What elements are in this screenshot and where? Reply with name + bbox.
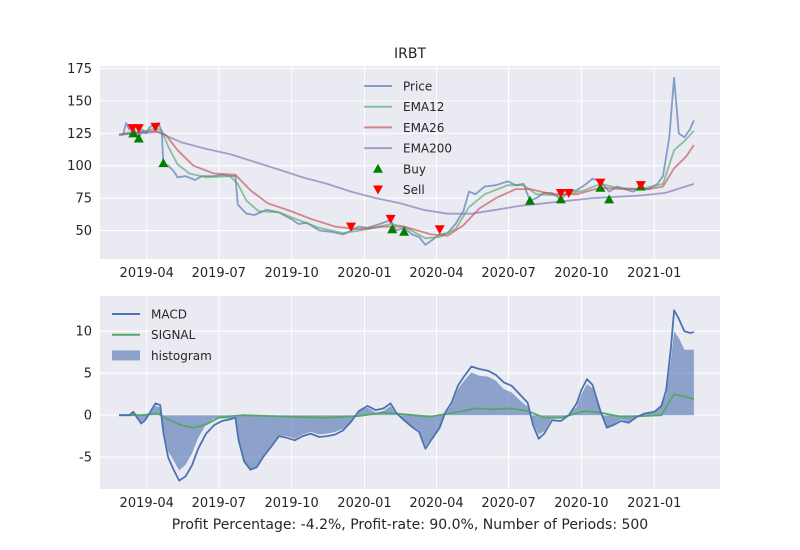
legend-sell-label: Sell bbox=[403, 183, 425, 197]
price-y-tick-label: 75 bbox=[75, 192, 92, 207]
sell-marker bbox=[385, 214, 396, 224]
legend-histogram-label: histogram bbox=[151, 349, 212, 363]
price-legend: Price EMA12 EMA26 EMA200 Buy Sell bbox=[364, 80, 452, 197]
price-y-tick-label: 125 bbox=[67, 127, 92, 142]
buy-marker bbox=[604, 194, 615, 204]
sell-marker bbox=[595, 178, 606, 188]
buy-marker bbox=[524, 195, 535, 205]
macd-x-tick-label: 2020-04 bbox=[409, 496, 463, 511]
legend-buy-swatch bbox=[373, 163, 383, 173]
macd-x-tick-label: 2019-07 bbox=[192, 496, 246, 511]
macd-x-tick-label: 2020-10 bbox=[554, 496, 608, 511]
legend-sell-swatch bbox=[373, 185, 383, 195]
legend-signal-label: SIGNAL bbox=[151, 328, 196, 342]
price-x-tick-label: 2020-04 bbox=[409, 266, 463, 281]
series-ema200-line bbox=[118, 131, 695, 215]
sell-marker bbox=[127, 124, 138, 134]
trade-markers bbox=[127, 122, 646, 236]
sell-marker bbox=[563, 188, 574, 198]
buy-marker bbox=[133, 133, 144, 143]
legend-ema200-label: EMA200 bbox=[403, 142, 452, 156]
buy-marker bbox=[128, 128, 139, 138]
buy-marker bbox=[158, 158, 169, 168]
macd-x-tick-label: 2019-04 bbox=[120, 496, 174, 511]
profit-summary: Profit Percentage: -4.2%, Profit-rate: 9… bbox=[172, 517, 648, 533]
legend-macd-label: MACD bbox=[151, 308, 187, 322]
macd-x-tick-label: 2020-07 bbox=[481, 496, 535, 511]
price-x-tick-label: 2020-01 bbox=[337, 266, 391, 281]
macd-chart: -5 0 5 10 2019-04 2019-07 2019-10 2020-01 2020-… bbox=[75, 296, 720, 511]
macd-x-ticks: 2019-04 2019-07 2019-10 2020-01 2020-04 2020-… bbox=[120, 496, 682, 511]
legend-ema26-label: EMA26 bbox=[403, 121, 444, 135]
sell-marker bbox=[555, 188, 566, 198]
sell-marker bbox=[150, 122, 161, 132]
price-y-tick-label: 175 bbox=[67, 62, 92, 77]
price-x-tick-label: 2020-10 bbox=[554, 266, 608, 281]
price-x-tick-label: 2019-10 bbox=[264, 266, 318, 281]
price-y-ticks: 50 75 100 125 150 175 bbox=[67, 62, 92, 239]
price-x-tick-label: 2019-04 bbox=[120, 266, 174, 281]
macd-x-tick-label: 2019-10 bbox=[264, 496, 318, 511]
legend-buy-label: Buy bbox=[403, 162, 426, 176]
price-plot-background bbox=[100, 66, 720, 259]
macd-y-tick-label: -5 bbox=[79, 451, 92, 466]
macd-y-tick-label: 0 bbox=[84, 409, 92, 424]
price-x-tick-label: 2021-01 bbox=[627, 266, 681, 281]
sell-marker bbox=[346, 222, 357, 232]
price-y-tick-label: 150 bbox=[67, 94, 92, 109]
price-y-tick-label: 50 bbox=[75, 224, 92, 239]
macd-x-tick-label: 2021-01 bbox=[627, 496, 681, 511]
legend-histogram-swatch bbox=[112, 350, 140, 361]
series-signal-line bbox=[119, 393, 695, 429]
macd-series bbox=[119, 309, 695, 482]
macd-y-tick-label: 10 bbox=[75, 325, 92, 340]
sell-marker bbox=[434, 225, 445, 235]
chart-title: IRBT bbox=[394, 46, 426, 62]
price-x-tick-label: 2020-07 bbox=[481, 266, 535, 281]
buy-marker bbox=[555, 194, 566, 204]
legend-ema12-label: EMA12 bbox=[403, 100, 444, 114]
sell-marker bbox=[133, 124, 144, 134]
legend-price-label: Price bbox=[403, 80, 432, 94]
macd-x-tick-label: 2020-01 bbox=[337, 496, 391, 511]
sell-marker bbox=[635, 181, 646, 191]
price-x-ticks: 2019-04 2019-07 2019-10 2020-01 2020-04 2020-… bbox=[120, 266, 682, 281]
series-histogram-area bbox=[119, 331, 694, 471]
macd-y-ticks: -5 0 5 10 bbox=[75, 325, 92, 466]
macd-legend: MACD SIGNAL histogram bbox=[112, 308, 212, 363]
macd-y-tick-label: 5 bbox=[84, 367, 92, 382]
buy-marker bbox=[387, 224, 398, 234]
price-y-tick-label: 100 bbox=[67, 159, 92, 174]
series-macd-line bbox=[119, 309, 695, 482]
series-ema26-line bbox=[118, 129, 695, 237]
price-x-tick-label: 2019-07 bbox=[192, 266, 246, 281]
buy-marker bbox=[399, 226, 410, 236]
